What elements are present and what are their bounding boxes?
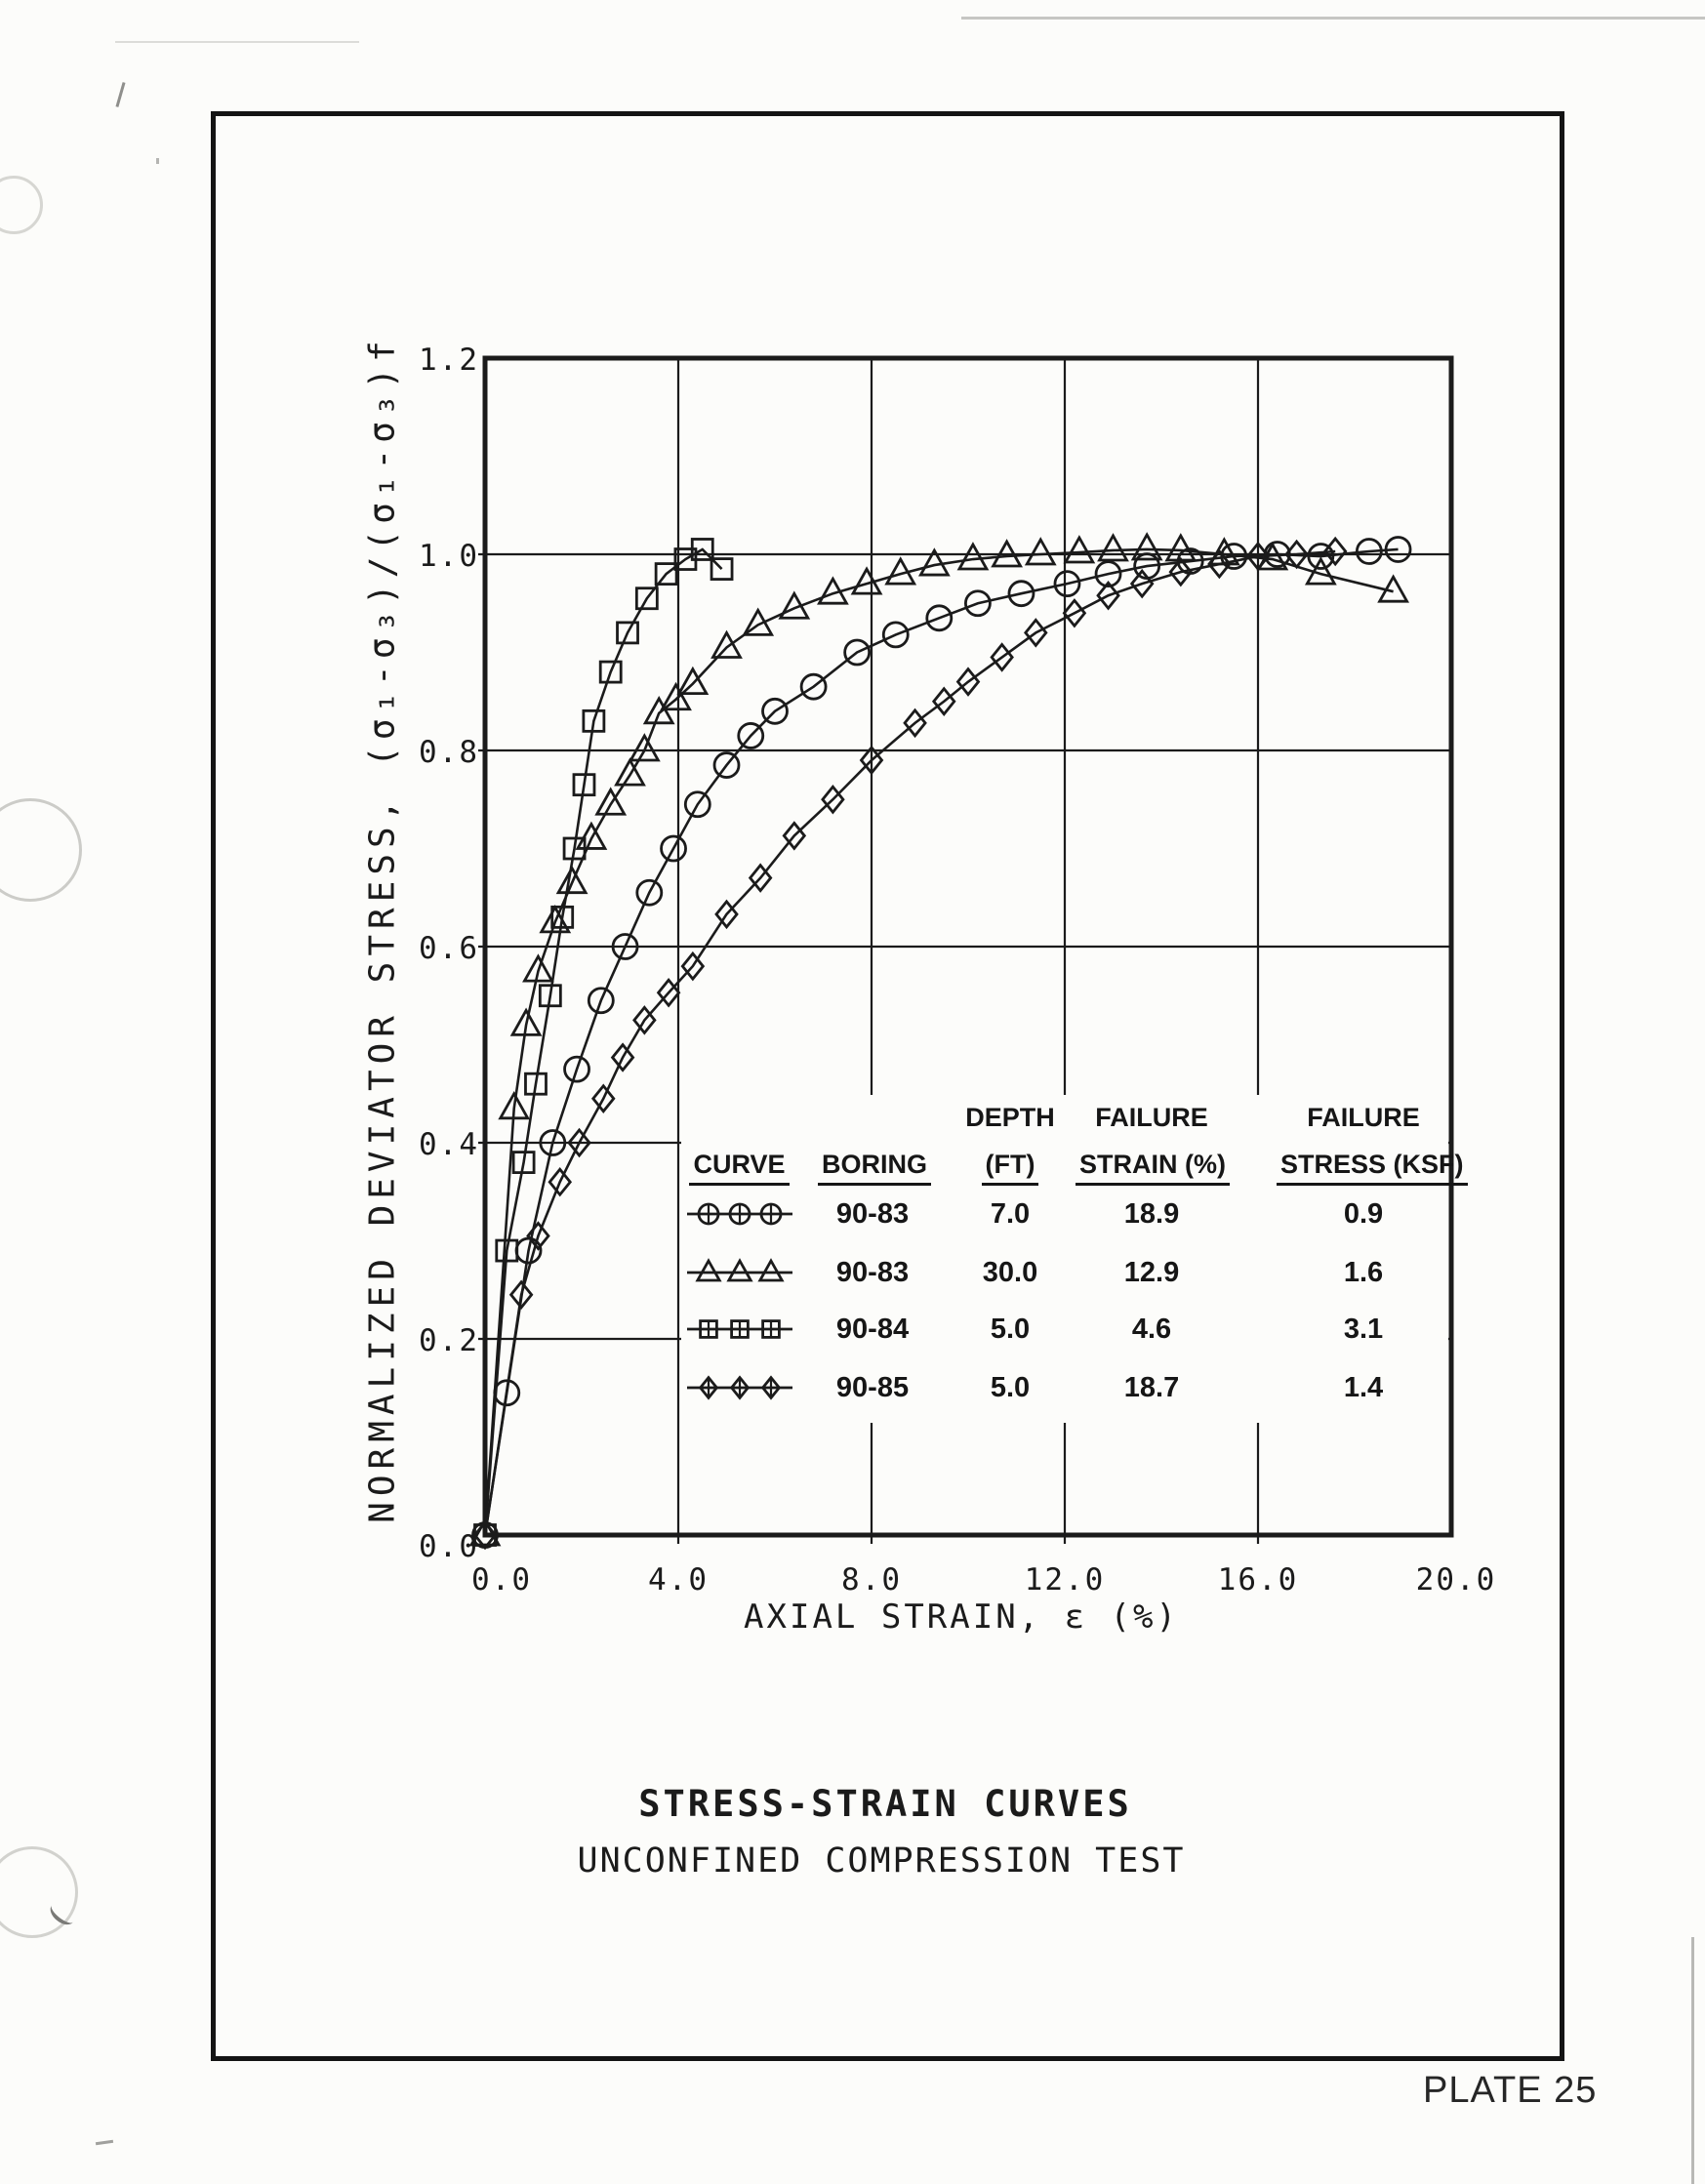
y-tick-label: 0.8 (419, 735, 479, 770)
legend-header-depth-2: (FT) (981, 1150, 1039, 1186)
legend-failure-strain-value: 12.9 (1123, 1257, 1180, 1288)
curve-sample-diamond-icon (687, 1375, 792, 1400)
legend-failure-stress-value: 0.9 (1343, 1198, 1384, 1230)
x-tick-label: 16.0 (1217, 1562, 1299, 1598)
x-tick-label: 12.0 (1024, 1562, 1106, 1598)
scan-artifact-page-edge (1691, 1937, 1694, 2184)
y-tick-label: 1.0 (419, 539, 479, 574)
x-tick-label: 0.0 (471, 1562, 532, 1598)
legend-failure-strain-value: 4.6 (1131, 1314, 1172, 1345)
legend-failure-stress-value: 3.1 (1343, 1314, 1384, 1345)
legend-failure-stress-value: 1.4 (1343, 1372, 1384, 1403)
legend-failure-strain-value: 18.7 (1123, 1372, 1180, 1403)
y-tick-label: 1.2 (419, 343, 479, 378)
x-tick-label: 8.0 (841, 1562, 902, 1598)
legend-header-boring: BORING (818, 1150, 931, 1186)
x-tick-label: 4.0 (648, 1562, 709, 1598)
hole-punch-mark-middle (0, 798, 82, 902)
legend-boring-value: 90-83 (835, 1198, 910, 1230)
x-tick-label: 20.0 (1415, 1562, 1497, 1598)
x-axis-title: AXIAL STRAIN, ε (%) (744, 1598, 1179, 1637)
y-axis-title: NORMALIZED DEVIATOR STRESS, (σ₁-σ₃)/(σ₁-… (362, 335, 403, 1523)
legend-header-stress-1: FAILURE (1307, 1103, 1420, 1132)
legend-header-strain-1: FAILURE (1095, 1103, 1208, 1132)
legend-failure-strain-value: 18.9 (1123, 1198, 1180, 1230)
curve-sample-circle-icon (687, 1202, 792, 1226)
legend-depth-value: 5.0 (990, 1314, 1031, 1345)
legend-depth-value: 7.0 (990, 1198, 1031, 1230)
y-tick-label: 0.2 (419, 1323, 479, 1358)
legend-header-depth-1: DEPTH (965, 1103, 1055, 1132)
legend-boring-value: 90-85 (835, 1372, 910, 1403)
legend-header-curve: CURVE (689, 1150, 790, 1186)
legend-table: DEPTH FAILURE FAILURE CURVE BORING (FT) … (683, 1097, 1468, 1425)
legend-depth-value: 30.0 (982, 1257, 1038, 1288)
legend-depth-value: 5.0 (990, 1372, 1031, 1403)
curve-sample-square-icon (687, 1319, 792, 1339)
y-tick-label: 0.4 (419, 1127, 479, 1162)
legend-boring-value: 90-84 (835, 1314, 910, 1345)
chart-title: STRESS-STRAIN CURVES (638, 1783, 1132, 1825)
y-tick-label: 0.0 (419, 1529, 479, 1564)
chart-subtitle: UNCONFINED COMPRESSION TEST (577, 1841, 1186, 1881)
hole-punch-mark-top (0, 176, 43, 234)
scan-artifact-speck (156, 158, 159, 164)
page-border-frame (211, 111, 1564, 2061)
hole-punch-mark-bottom (0, 1846, 78, 1938)
curve-sample-triangle-icon (687, 1258, 792, 1282)
plate-label: PLATE 25 (1423, 2070, 1598, 2111)
scan-artifact-top-line (961, 17, 1705, 20)
legend-header-stress-2: STRESS (KSF) (1277, 1150, 1468, 1186)
legend-failure-stress-value: 1.6 (1343, 1257, 1384, 1288)
scan-artifact-top-line-left (115, 41, 359, 43)
legend-boring-value: 90-83 (835, 1257, 910, 1288)
y-tick-label: 0.6 (419, 931, 479, 966)
legend-header-strain-2: STRAIN (%) (1076, 1150, 1230, 1186)
